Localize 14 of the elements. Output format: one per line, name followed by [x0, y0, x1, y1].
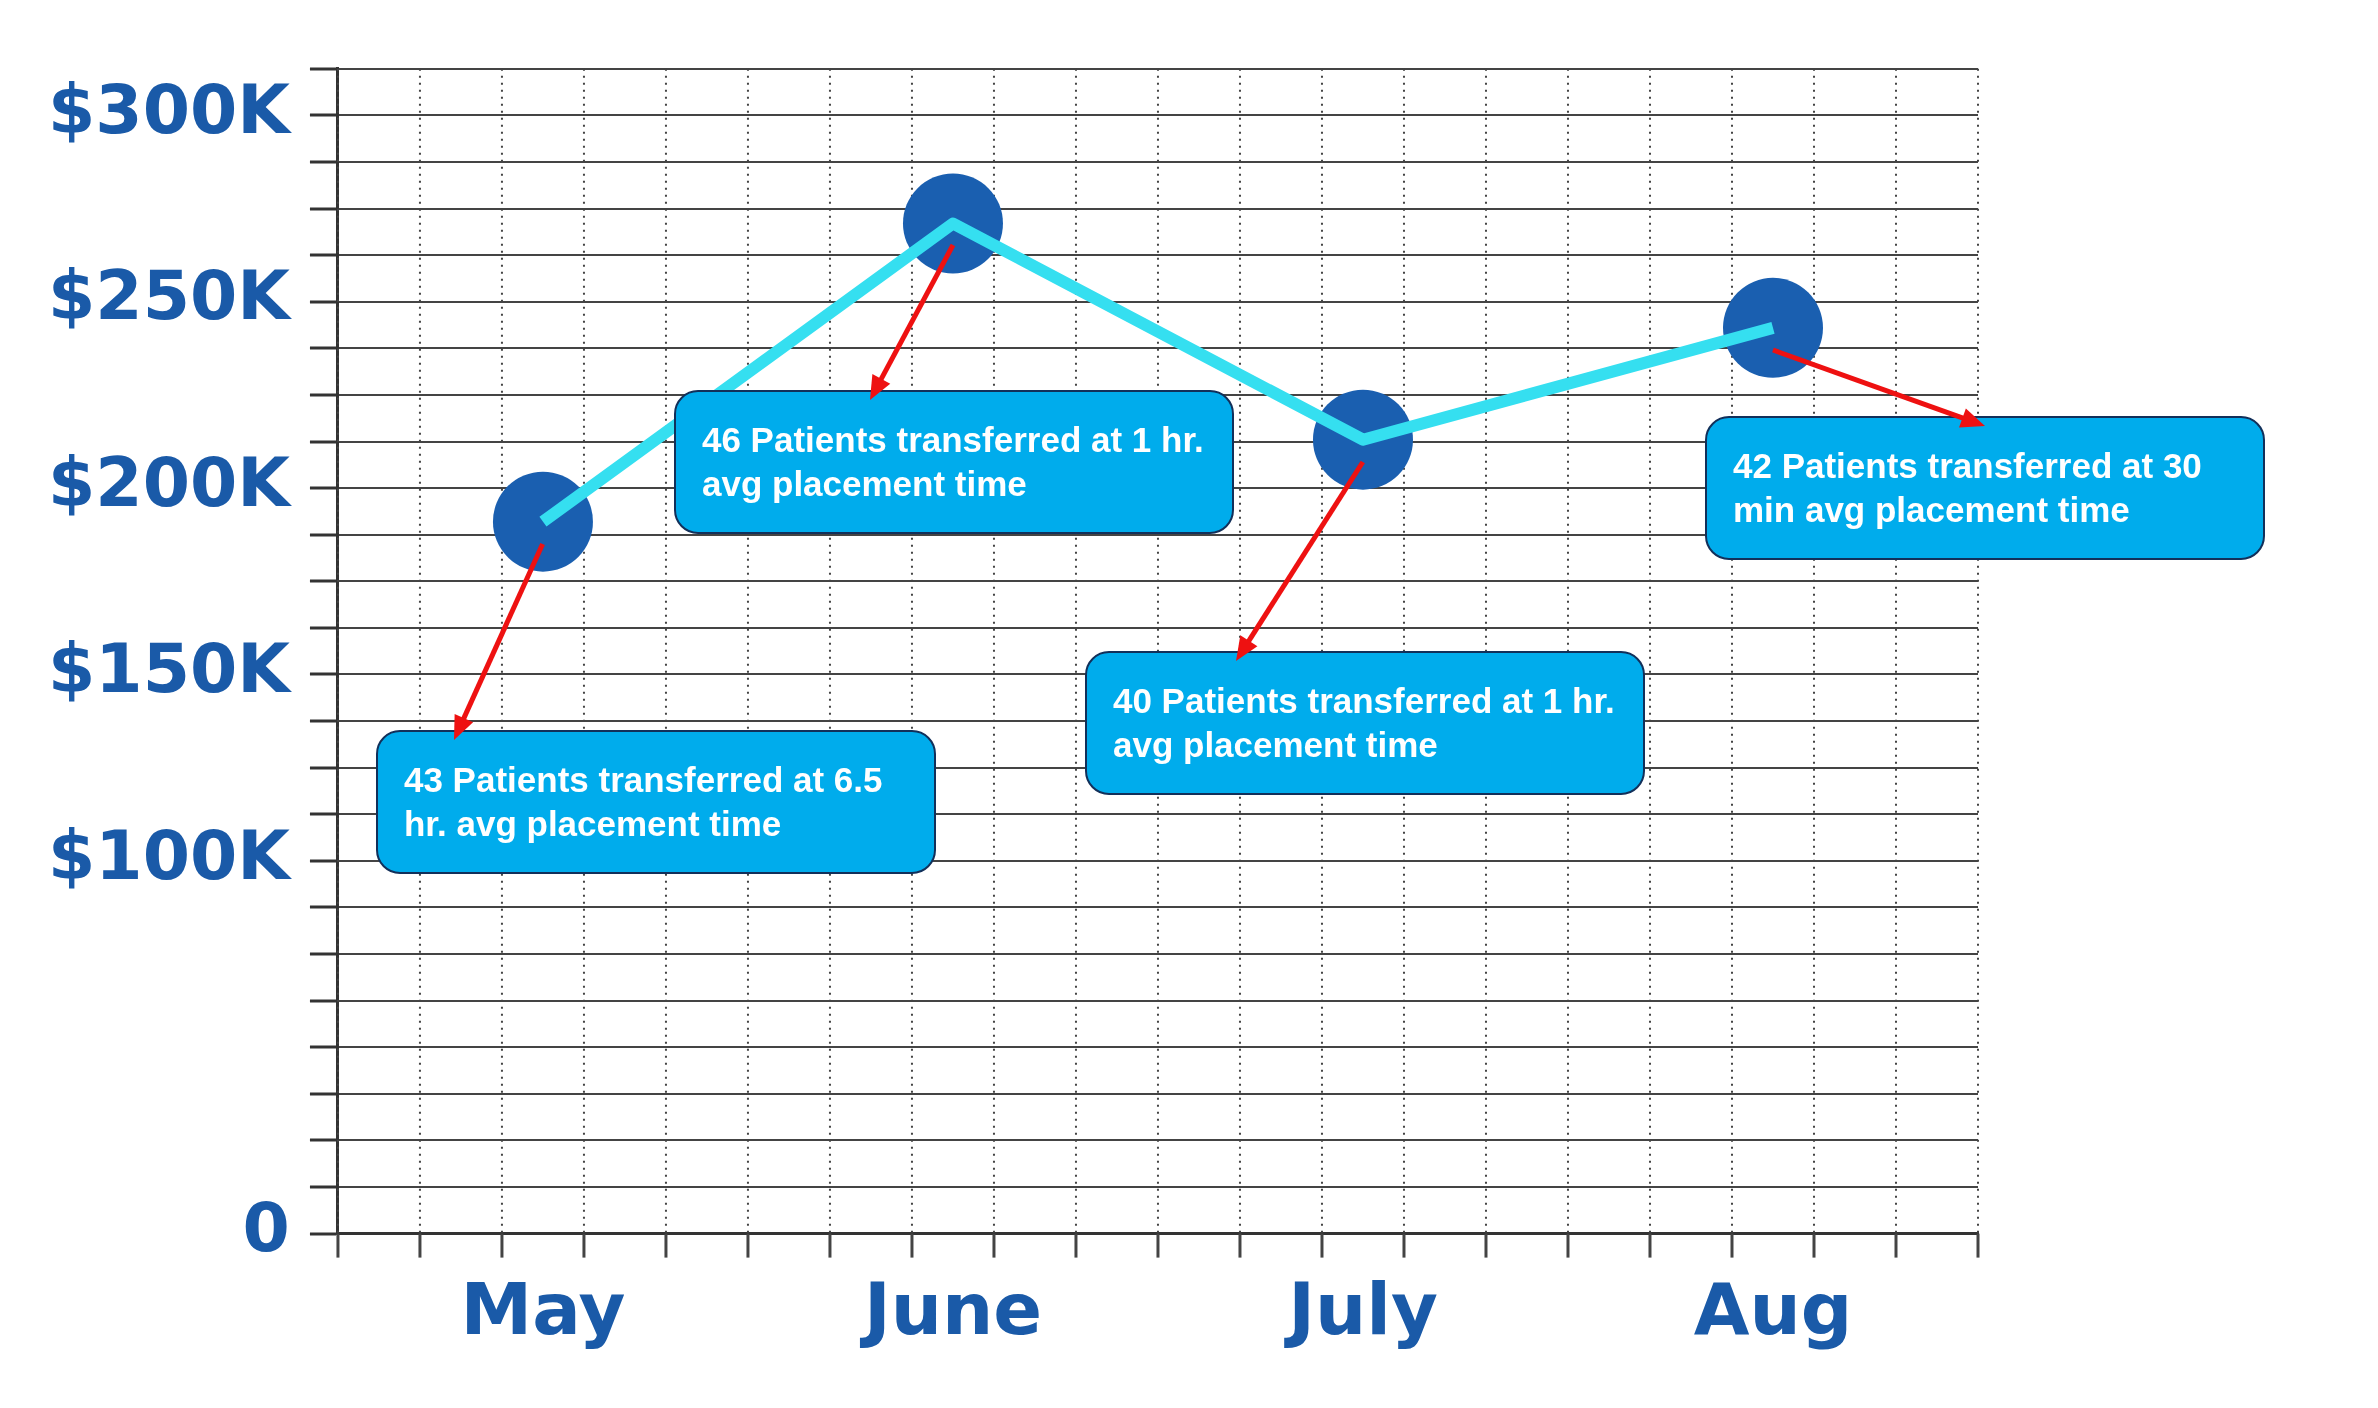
y-tick-label: $150K — [48, 629, 293, 709]
annotation: 40 Patients transferred at 1 hr. avg placement time — [1084, 650, 1645, 795]
y-tick-label: $250K — [48, 256, 293, 336]
annotation: 46 Patients transferred at 1 hr. avg placement time — [673, 390, 1234, 535]
y-tick-label: 0 — [242, 1188, 290, 1268]
y-tick-label: $300K — [48, 70, 293, 150]
x-tick-label: May — [460, 1266, 626, 1351]
x-tick-label: June — [858, 1266, 1043, 1351]
annotation: 43 Patients transferred at 6.5 hr. avg placement time — [375, 729, 936, 874]
y-tick-label: $100K — [48, 815, 293, 895]
y-tick-label: $200K — [48, 442, 293, 522]
x-tick-label: Aug — [1693, 1266, 1853, 1351]
annotation: 42 Patients transferred at 30 min avg placement time — [1704, 415, 2265, 560]
x-tick-label: July — [1283, 1266, 1438, 1351]
